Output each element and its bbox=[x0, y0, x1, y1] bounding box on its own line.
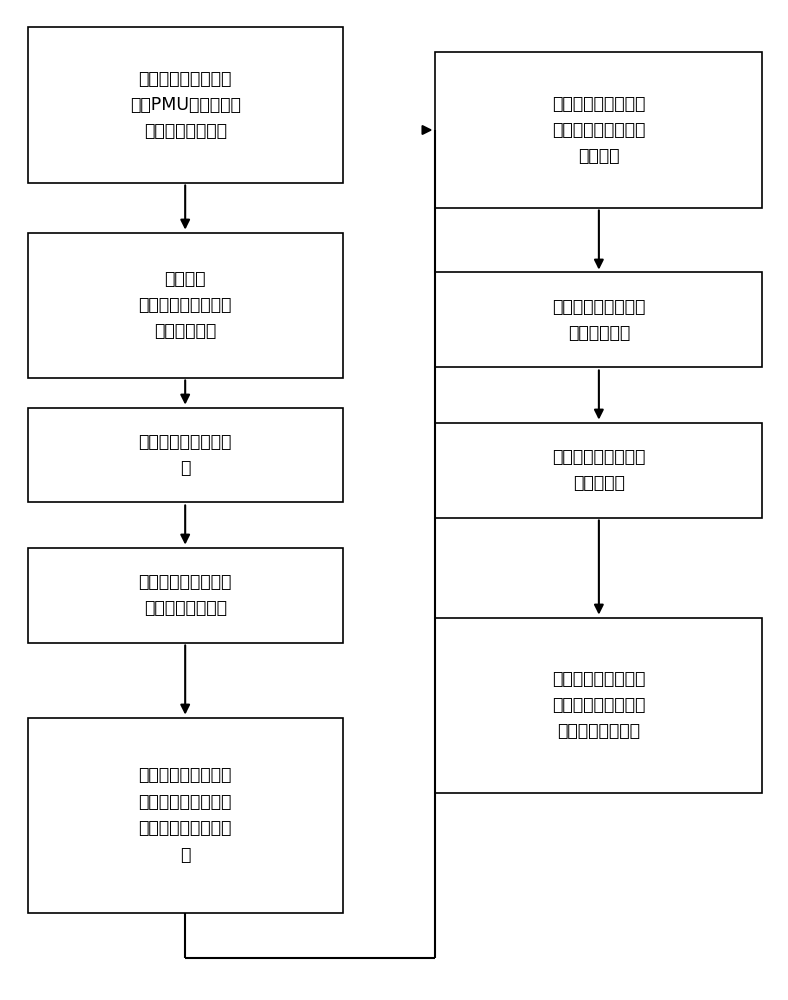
Bar bbox=[435, 272, 763, 367]
Text: 应用预处理后的数据
构造数据接收矩阵: 应用预处理后的数据 构造数据接收矩阵 bbox=[139, 573, 232, 617]
Bar bbox=[28, 548, 343, 642]
Text: 应用上述
中的测量装置接收配
电网电压数据: 应用上述 中的测量装置接收配 电网电压数据 bbox=[139, 270, 232, 340]
Text: 对接收数据进行预处
理: 对接收数据进行预处 理 bbox=[139, 433, 232, 477]
Text: 应用随机矩阵理论计
算数据接收矩阵的协
方差矩阵的无偏估计
值: 应用随机矩阵理论计 算数据接收矩阵的协 方差矩阵的无偏估计 值 bbox=[139, 766, 232, 864]
Bar bbox=[28, 408, 343, 502]
Text: 对比近似误差与门限
值的大小，实现配电
网故障诊断与定位: 对比近似误差与门限 值的大小，实现配电 网故障诊断与定位 bbox=[552, 670, 645, 740]
Text: 对协方差矩阵进行特
征值分解，提取相应
的主成分: 对协方差矩阵进行特 征值分解，提取相应 的主成分 bbox=[552, 95, 645, 165]
Text: 根据配电网拓扑结构
布放PMU，形成配电
网大数据测量装置: 根据配电网拓扑结构 布放PMU，形成配电 网大数据测量装置 bbox=[130, 70, 240, 140]
Text: 应用线性回归系数计
算近似误差: 应用线性回归系数计 算近似误差 bbox=[552, 448, 645, 492]
Bar bbox=[435, 617, 763, 792]
Bar bbox=[435, 52, 763, 208]
Text: 应用主成分分析计算
线性回归系数: 应用主成分分析计算 线性回归系数 bbox=[552, 298, 645, 342]
Bar bbox=[435, 422, 763, 518]
Bar bbox=[28, 27, 343, 182]
Bar bbox=[28, 718, 343, 912]
Bar bbox=[28, 233, 343, 378]
